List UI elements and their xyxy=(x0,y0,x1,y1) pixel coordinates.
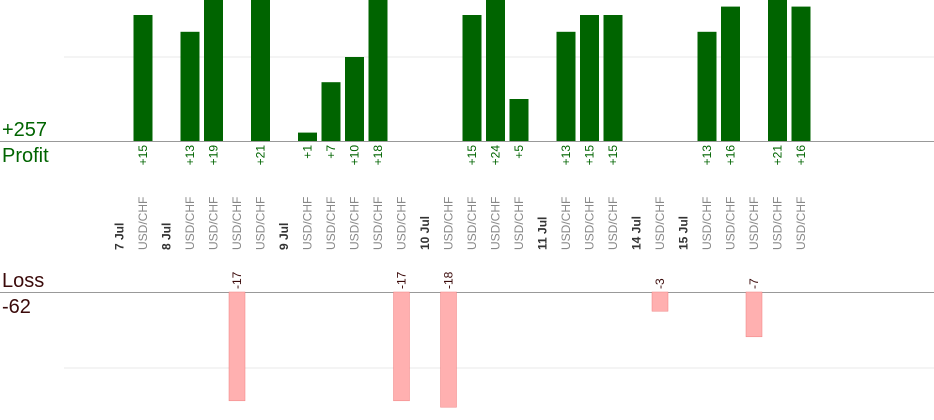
profit-value-label: +13 xyxy=(559,145,573,166)
profit-bar xyxy=(486,0,505,142)
category-label: USD/CHF xyxy=(512,197,526,250)
category-label: USD/CHF xyxy=(700,197,714,250)
profit-bar xyxy=(180,31,200,141)
category-label: USD/CHF xyxy=(724,197,738,250)
bars xyxy=(133,0,811,408)
labels: 7 Jul USD/CHF+158 Jul USD/CHF+13USD/CHF+19… xyxy=(113,145,809,289)
profit-total: +257 xyxy=(2,119,47,141)
profit-value-label: +5 xyxy=(512,145,526,159)
profit-value-label: +16 xyxy=(724,145,738,166)
profit-label: Profit xyxy=(2,145,49,167)
date-label: 14 Jul xyxy=(630,216,644,250)
category-label: USD/CHF xyxy=(183,197,197,250)
profit-value-label: +1 xyxy=(301,145,315,159)
category-label: USD/CHF xyxy=(348,197,362,250)
profit-value-label: +15 xyxy=(606,145,620,166)
date-label: 11 Jul xyxy=(536,217,550,250)
category-label: USD/CHF xyxy=(324,197,338,250)
category-label: USD/CHF xyxy=(606,197,620,250)
profit-value-label: +18 xyxy=(371,145,385,166)
loss-value-label: -7 xyxy=(747,278,761,289)
profit-bar xyxy=(321,82,341,141)
profit-value-label: +21 xyxy=(254,145,268,166)
category-label: USD/CHF xyxy=(371,197,385,250)
profit-bar xyxy=(721,6,740,141)
date-label: 9 Jul xyxy=(277,223,291,250)
category-label: USD/CHF xyxy=(653,197,667,250)
loss-bar xyxy=(393,291,410,402)
profit-value-label: +19 xyxy=(207,145,221,166)
profit-value-label: +10 xyxy=(348,145,362,166)
profit-value-label: +21 xyxy=(771,145,785,166)
loss-bar xyxy=(745,291,763,338)
category-label: USD/CHF xyxy=(559,197,573,250)
profit-bar xyxy=(580,15,599,141)
profit-bar xyxy=(345,57,364,141)
loss-value-label: -3 xyxy=(653,278,667,289)
loss-bar xyxy=(440,291,457,408)
loss-value-label: -17 xyxy=(395,271,409,289)
category-label: USD/CHF xyxy=(583,197,597,250)
profit-bar xyxy=(697,31,717,141)
category-label: USD/CHF xyxy=(395,197,409,250)
category-label: USD/CHF xyxy=(747,197,761,250)
profit-bar xyxy=(298,132,317,141)
category-label: USD/CHF xyxy=(442,197,456,250)
category-label: USD/CHF xyxy=(771,197,785,250)
profit-bar xyxy=(603,15,623,141)
profit-value-label: +24 xyxy=(489,145,503,166)
date-label: 7 Jul xyxy=(113,223,127,250)
profit-bar xyxy=(462,15,482,141)
loss-value-label: -18 xyxy=(442,271,456,289)
profit-value-label: +7 xyxy=(324,145,338,159)
category-label: USD/CHF xyxy=(136,197,150,250)
category-label: USD/CHF xyxy=(301,197,315,250)
date-label: 8 Jul xyxy=(160,223,174,250)
profit-bar xyxy=(251,0,270,141)
profit-value-label: +15 xyxy=(136,145,150,166)
profit-value-label: +16 xyxy=(794,145,808,166)
category-label: USD/CHF xyxy=(794,197,808,250)
category-label: USD/CHF xyxy=(254,197,268,250)
profit-bar xyxy=(768,0,787,141)
profit-bar xyxy=(509,99,529,141)
category-label: USD/CHF xyxy=(465,197,479,250)
loss-bar xyxy=(651,291,669,312)
profit-value-label: +15 xyxy=(583,145,597,166)
loss-value-label: -17 xyxy=(230,271,244,289)
summary-labels: +257 Profit Loss -62 xyxy=(2,119,49,318)
profit-bar xyxy=(368,0,388,141)
loss-total: -62 xyxy=(2,296,31,318)
profit-bar xyxy=(791,6,811,141)
profit-value-label: +15 xyxy=(465,145,479,166)
profit-bar xyxy=(133,15,153,141)
category-label: USD/CHF xyxy=(230,197,244,250)
date-label: 15 Jul xyxy=(677,216,691,250)
profit-bar xyxy=(556,31,576,141)
profit-value-label: +13 xyxy=(183,145,197,166)
category-label: USD/CHF xyxy=(489,197,503,250)
date-label: 10 Jul xyxy=(418,216,432,250)
loss-bar xyxy=(228,291,246,402)
profit-value-label: +13 xyxy=(700,145,714,166)
profit-bar xyxy=(204,0,223,142)
category-label: USD/CHF xyxy=(207,197,221,250)
loss-label: Loss xyxy=(2,270,44,292)
